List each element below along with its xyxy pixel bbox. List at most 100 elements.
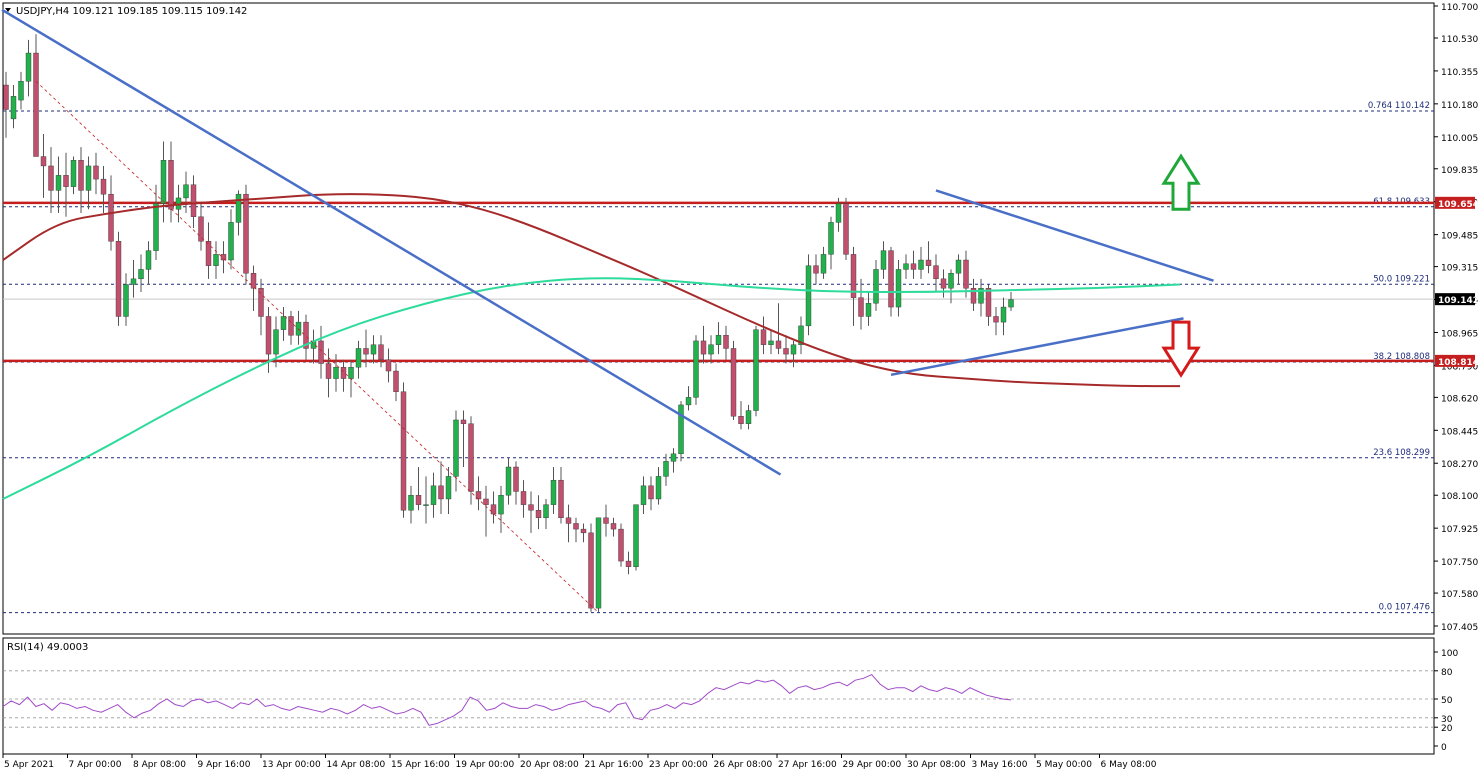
bearish-candle [415,495,422,505]
bearish-candle [378,344,384,360]
collapse-triangle-icon[interactable] [5,8,11,12]
price-tick-label: 107.925 [1441,525,1478,535]
price-tick-label: 108.965 [1441,329,1478,339]
bullish-candle [873,269,879,304]
descending-trendline [1,8,782,476]
bearish-candle [985,288,992,317]
bearish-candle [813,265,819,274]
bearish-candle [168,160,174,210]
bearish-candle [610,523,617,530]
price-tick-label: 107.750 [1441,558,1478,568]
bearish-candle [340,367,347,379]
price-panel: 110.700 110.530 110.355 110.180 110.005 109.8… [1,2,1479,635]
rsi-tick-label: 30 [1441,715,1453,725]
rsi-tick-label: 0 [1441,743,1447,753]
bullish-candle [138,269,144,280]
bearish-candle [910,263,917,270]
fib-level-label: 0.0 107.476 [1379,603,1430,613]
bullish-candle [273,329,279,355]
bearish-candle [970,288,977,304]
bullish-candle [55,175,62,191]
rsi-tick-label: 80 [1441,668,1453,678]
bullish-candle [1008,299,1014,308]
bullish-candle [798,325,804,345]
bullish-candle [715,335,722,345]
bullish-candle [423,504,429,506]
rsi-line [2,673,1012,726]
bullish-candle [498,495,504,515]
bullish-candle [213,254,219,266]
bearish-candle [535,510,542,519]
bullish-candle [280,316,287,330]
time-tick-label: 9 Apr 16:00 [198,760,251,770]
time-tick-label: 15 Apr 16:00 [391,760,450,770]
bullish-candle [85,165,92,191]
bullish-candle [640,485,647,505]
bullish-candle [880,250,887,270]
time-tick-label: 19 Apr 00:00 [456,760,515,770]
bullish-candle [753,329,759,411]
bearish-candle [265,316,272,355]
time-axis: 5 Apr 2021 7 Apr 00:00 8 Apr 08:00 9 Apr 16… [2,754,1157,770]
bearish-candle [190,184,197,217]
bullish-candle [918,259,924,270]
bullish-candle [348,367,354,379]
price-tick-label: 110.180 [1441,101,1478,111]
price-tick-label: 107.580 [1441,590,1478,600]
bearish-candle [3,84,9,110]
bullish-candle [595,517,602,609]
price-tick-label: 108.790 [1441,362,1478,372]
bearish-candle [520,491,527,505]
price-tick-label: 108.270 [1441,460,1478,470]
bearish-candle [573,523,579,530]
bearish-candle [115,241,122,317]
time-tick-label: 26 Apr 08:00 [714,760,773,770]
bullish-candle [655,476,662,500]
bullish-candle [865,303,872,317]
bullish-candle [370,344,377,355]
price-tick-label: 109.315 [1441,264,1478,274]
arrow-down-icon [1161,320,1201,378]
rsi-panel-frame [2,637,1435,755]
fib-level-label: 23.6 108.299 [1373,448,1430,458]
price-tick-label: 110.700 [1441,3,1478,13]
bearish-candle [775,340,782,349]
bearish-candle [468,423,474,492]
time-tick-label: 6 May 08:00 [1101,760,1157,770]
bullish-candle [408,495,414,511]
bullish-candle [768,340,774,345]
price-tag-box [1435,354,1475,367]
bullish-candle [445,476,452,500]
bearish-candle [78,160,84,191]
bearish-candle [483,498,489,505]
bearish-candle [933,265,939,280]
triangle-upper-trendline [935,189,1214,282]
time-tick-label: 21 Apr 16:00 [585,760,644,770]
bearish-candle [393,370,399,392]
bullish-candle [123,284,129,317]
bullish-candle [1000,306,1007,323]
bullish-candle [430,485,437,505]
bearish-candle [33,52,39,157]
bullish-candle [145,250,152,270]
bearish-candle [100,178,107,195]
fib-level-label: 0.764 110.142 [1368,101,1430,111]
bearish-candle [198,216,204,242]
bearish-candle [625,560,632,567]
bearish-candle [940,278,947,289]
rsi-title: RSI(14) 49.0003 [7,642,88,653]
time-tick-label: 5 May 00:00 [1036,760,1092,770]
bullish-candle [678,404,684,455]
price-tag-box [1435,196,1475,209]
bullish-candle [663,461,669,477]
time-tick-label: 8 Apr 08:00 [133,760,186,770]
bullish-candle [333,367,339,379]
fib-level-label: 50.0 109.221 [1373,274,1430,284]
current-price-tag-label: 109.142 [1438,296,1479,306]
time-tick-label: 5 Apr 2021 [4,760,54,770]
bullish-candle [708,344,714,355]
bullish-candle [183,184,189,199]
fast-moving-average-line [2,277,1181,500]
